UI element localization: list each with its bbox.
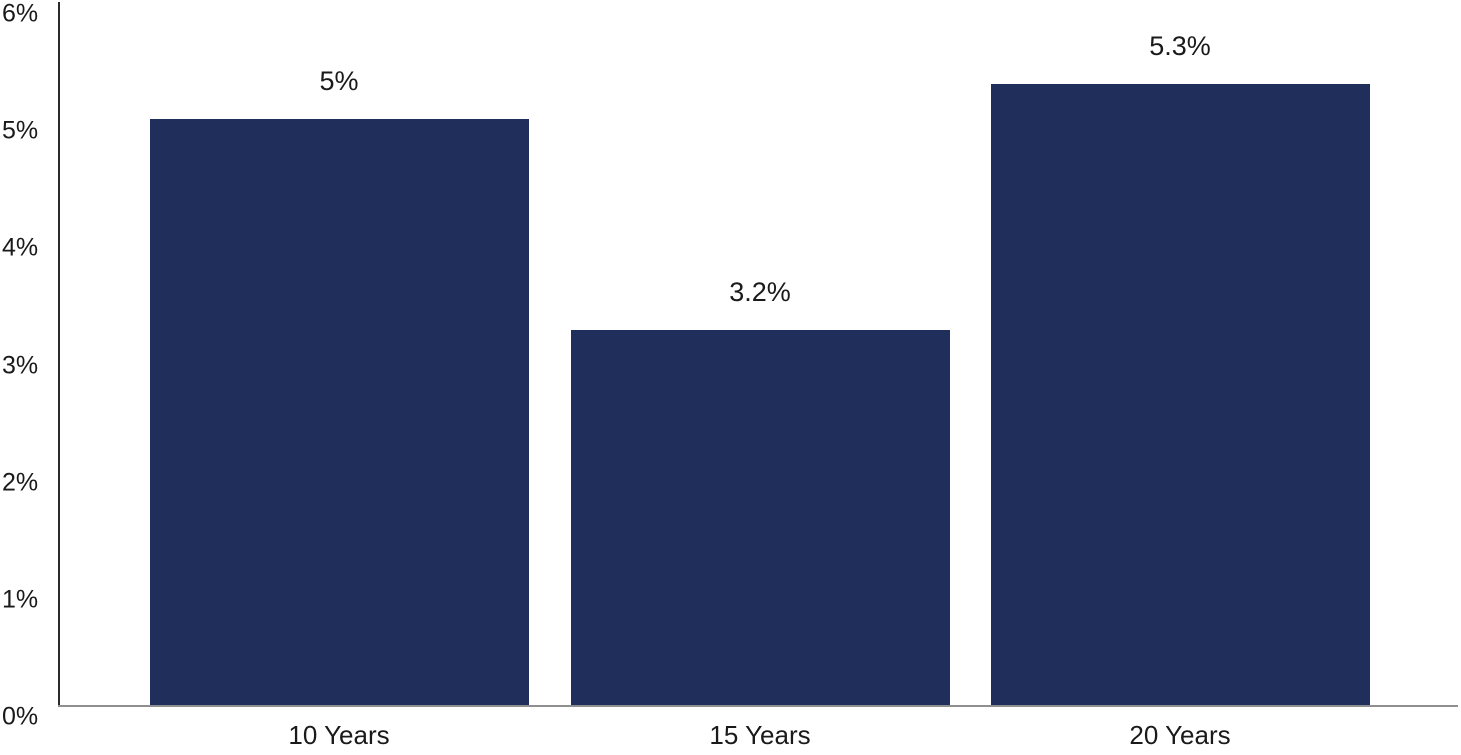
y-tick-label-6pct: 6% [2,0,39,28]
x-axis-label-15-years: 15 Years [709,720,811,750]
y-tick-label-1pct: 1% [2,585,39,614]
bar-15-years [570,330,950,705]
y-tick-label-3pct: 3% [2,350,39,379]
bar-value-label-20-years: 5.3% [1149,30,1211,61]
bar-value-label-10-years: 5% [319,66,359,97]
y-axis-line [58,2,60,706]
bar-10-years [149,119,529,705]
bar-20-years [990,84,1370,705]
x-axis-label-20-years: 20 Years [1129,720,1231,750]
y-tick-label-2pct: 2% [2,467,39,496]
x-axis-label-10-years: 10 Years [288,720,390,750]
y-tick-label-4pct: 4% [2,233,39,262]
bar-value-label-15-years: 3.2% [729,277,791,308]
y-tick-label-0pct: 0% [2,702,39,731]
y-tick-label-5pct: 5% [2,116,39,145]
x-axis-line [58,705,1458,707]
bar-group-15-years: 3.2% 15 Years [570,277,950,750]
bar-group-10-years: 5% 10 Years [149,66,529,750]
bar-group-20-years: 5.3% 20 Years [990,31,1370,750]
